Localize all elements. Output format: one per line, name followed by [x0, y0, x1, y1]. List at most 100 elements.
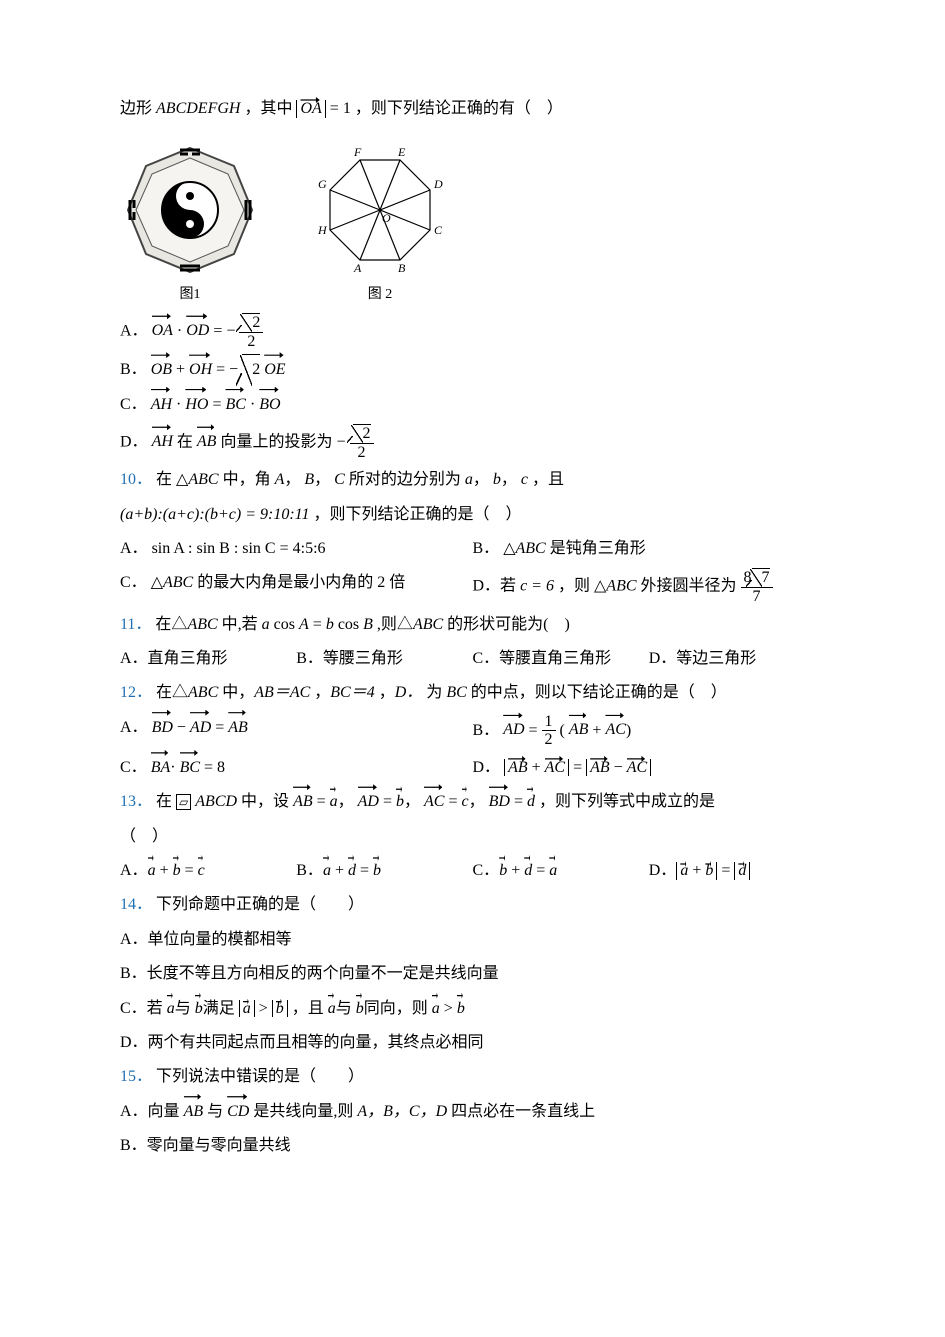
c: c: [198, 856, 205, 886]
q9D-label: D．: [120, 433, 148, 450]
a: a: [323, 856, 331, 886]
e: =: [181, 862, 198, 879]
c: ，: [379, 684, 395, 701]
tri: ABC: [163, 574, 193, 591]
t: 中，设: [241, 793, 293, 810]
vec-AB: AB: [228, 713, 248, 743]
t: 同向，则: [364, 1000, 428, 1017]
q10-AB: A． sin A : sin B : sin C = 4:5:6 B． △ABC…: [120, 534, 825, 564]
fig1-caption: 图1: [120, 282, 260, 309]
t: 在△: [155, 616, 187, 633]
vec-OB: OB: [151, 355, 172, 385]
vec-OH: OH: [189, 355, 212, 385]
q10-num: 10．: [120, 471, 152, 488]
q9A-label: A．: [120, 322, 148, 339]
cos: cos: [270, 616, 299, 633]
q14-optB: B．长度不等且方向相反的两个向量不一定是共线向量: [120, 959, 825, 989]
q9-tail: ，则下列结论正确的有（ ）: [355, 100, 563, 117]
tri: ABC: [413, 616, 443, 633]
q15-stem: 15． 下列说法中错误的是（ ）: [120, 1062, 825, 1092]
rp: ): [626, 721, 631, 738]
e: =: [717, 862, 734, 879]
gt: >: [440, 1000, 457, 1017]
q10-optC: C． △ABC 的最大内角是最小内角的 2 倍: [120, 568, 473, 605]
q12-stem: 12． 在△ABC 中，AB＝AC ，BC＝4 ，D． 为 BC 的中点，则以下…: [120, 678, 825, 708]
c: ，: [404, 793, 420, 810]
q9-optC: C． AH · HO = BC · BO: [120, 390, 825, 420]
q9-stem: 边形 ABCDEFGH ，其中 OA = 1 ，则下列结论正确的有（ ）: [120, 94, 825, 124]
vec-AC: AC: [545, 759, 565, 777]
t: 下列命题中正确的是（ ）: [156, 896, 364, 913]
q15-num: 15．: [120, 1068, 152, 1085]
tri: ABC: [187, 616, 217, 633]
p: +: [528, 759, 545, 776]
vec-OE: OE: [264, 355, 285, 385]
vec-c: c: [462, 787, 469, 817]
t: 是钝角三角形: [550, 540, 646, 557]
q13-optB: B．a + d = b: [296, 856, 472, 886]
a: a: [432, 994, 440, 1024]
A: A: [275, 471, 285, 488]
plus: +: [176, 361, 189, 378]
lbl: A．: [120, 540, 148, 557]
a: a: [328, 994, 336, 1024]
t: 中,若: [222, 616, 262, 633]
e: =: [532, 862, 549, 879]
p: +: [507, 862, 524, 879]
vec-AD: AD: [503, 715, 524, 745]
q12-optD: D． AB + AC = AB − AC: [473, 753, 826, 783]
q12-optB: B． AD = 12 ( AB + AC): [473, 713, 826, 749]
den: 2: [350, 444, 374, 462]
vec-BD: BD: [489, 787, 510, 817]
t: 与: [175, 1000, 191, 1017]
txt: 在: [177, 433, 197, 450]
q9-fig1: 图1: [120, 140, 260, 309]
t: ，则: [558, 578, 590, 595]
c: ，: [501, 471, 517, 488]
sqrt7: 7: [752, 568, 770, 587]
eq: =: [313, 616, 326, 633]
q9-optB: B． OB + OH = − 2 OE: [120, 354, 825, 385]
lbl: C．: [120, 574, 147, 591]
t: 下列说法中错误的是（ ）: [156, 1068, 364, 1085]
q9-OA: OA: [300, 100, 321, 118]
d: d: [738, 862, 746, 880]
p: +: [156, 862, 173, 879]
t: 在△: [156, 684, 188, 701]
eq: BC＝4: [330, 684, 374, 701]
vec-AC: AC: [605, 715, 625, 745]
m: −: [610, 759, 627, 776]
b: b: [493, 471, 501, 488]
lbl: D．若: [473, 578, 521, 595]
d: ·: [170, 759, 175, 776]
t: 四点必在一条直线上: [451, 1103, 595, 1120]
lp: (: [560, 721, 565, 738]
lbl: D．: [473, 759, 501, 776]
q9B-label: B．: [120, 361, 147, 378]
eq: =: [211, 719, 228, 736]
vec-BC: BC: [225, 390, 245, 420]
vec-OA: OA: [152, 316, 173, 346]
q9C-label: C．: [120, 396, 147, 413]
q11-optB: B．等腰三角形: [296, 644, 472, 674]
t: 在: [156, 793, 172, 810]
l: C．: [473, 862, 500, 879]
svg-text:H: H: [317, 223, 328, 237]
d: d: [524, 856, 532, 886]
e: =: [444, 793, 461, 810]
c: ，: [469, 793, 485, 810]
c: ，: [314, 471, 330, 488]
q14-stem: 14． 下列命题中正确的是（ ）: [120, 890, 825, 920]
BC: BC: [446, 684, 466, 701]
q13-optA: A．a + b = c: [120, 856, 296, 886]
svg-text:A: A: [353, 261, 362, 275]
q9-lead: 边形: [120, 100, 152, 117]
abcd: ABCD: [195, 793, 237, 810]
eq: =: [212, 396, 225, 413]
q12-AB: A． BD − AD = AB B． AD = 12 ( AB + AC): [120, 713, 825, 749]
t: 为: [426, 684, 446, 701]
q9-optD: D． AH 在 AB 向量上的投影为 − 22: [120, 424, 825, 461]
b: b: [705, 862, 713, 880]
vec-AD: AD: [358, 787, 379, 817]
C: C: [334, 471, 345, 488]
